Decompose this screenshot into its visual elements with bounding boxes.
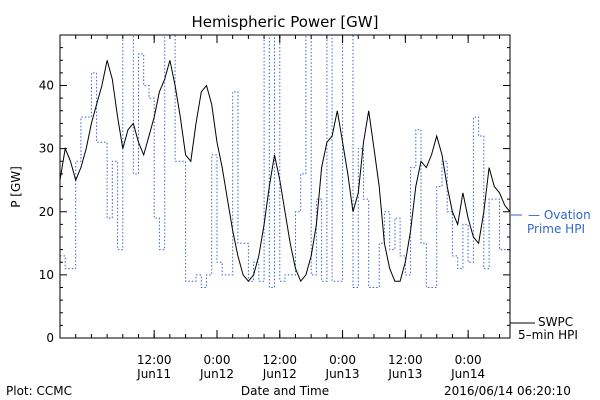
- y-tick-label: 0: [46, 331, 54, 345]
- x-tick-time-label: 12:00: [262, 353, 297, 367]
- ovation-hpi-line: [60, 34, 510, 288]
- swpc-hpi-line: [59, 60, 511, 283]
- y-tick-label: 20: [39, 205, 54, 219]
- x-tick-date-label: Jun12: [262, 367, 297, 381]
- x-axis-label: Date and Time: [241, 384, 329, 398]
- x-tick-date-label: Jun13: [325, 367, 360, 381]
- chart-title: Hemispheric Power [GW]: [192, 13, 379, 31]
- legend-swpc-line2: 5–min HPI: [518, 328, 578, 342]
- x-tick-date-label: Jun11: [136, 367, 171, 381]
- legend-swpc-line1: SWPC: [538, 315, 573, 329]
- x-tick-time-label: 12:00: [388, 353, 423, 367]
- x-tick-time-label: 0:00: [329, 353, 356, 367]
- y-tick-label: 10: [39, 268, 54, 282]
- x-tick-date-label: Jun12: [199, 367, 234, 381]
- y-axis-label: P [GW]: [9, 166, 23, 208]
- x-tick-date-label: Jun14: [450, 367, 485, 381]
- plot-frame: [59, 34, 511, 339]
- legend-ovation-line2: Prime HPI: [527, 222, 585, 236]
- y-tick-label: 30: [39, 142, 54, 156]
- plot-timestamp: 2016/06/14 06:20:10: [444, 384, 571, 398]
- legend-ovation-line1: — Ovation: [528, 208, 591, 222]
- x-tick-date-label: Jun13: [387, 367, 422, 381]
- x-tick-time-label: 0:00: [204, 353, 231, 367]
- y-axis: 0 10 20 30 40: [39, 34, 510, 345]
- y-tick-label: 40: [39, 79, 54, 93]
- x-axis: 12:00Jun110:00Jun1212:00Jun120:00Jun1312…: [59, 35, 501, 381]
- ovation-series: [60, 34, 510, 288]
- x-tick-time-label: 12:00: [137, 353, 172, 367]
- swpc-series: [59, 60, 511, 283]
- plot-credit: Plot: CCMC: [6, 384, 72, 398]
- x-tick-time-label: 0:00: [455, 353, 482, 367]
